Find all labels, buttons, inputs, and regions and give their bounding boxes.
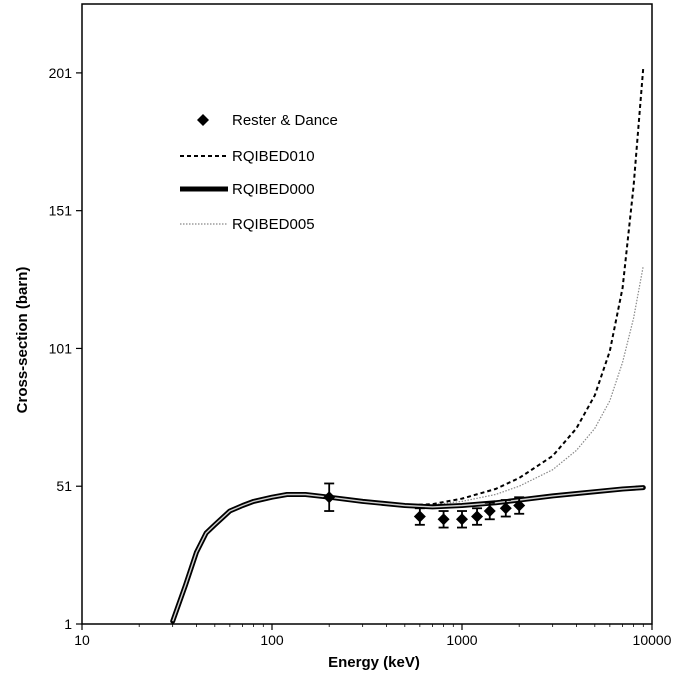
legend-item-rqibed000: RQIBED000 (180, 181, 315, 198)
series-line-rqibed010 (404, 67, 645, 507)
y-tick-label: 151 (49, 203, 73, 219)
data-point-rester-dance (499, 502, 512, 515)
measurement-layer (323, 482, 526, 529)
series-layer (170, 67, 646, 624)
legend-item-rester-dance: Rester & Dance (197, 112, 338, 129)
data-point-rester-dance (513, 499, 526, 512)
legend-label-rqibed010: RQIBED010 (232, 148, 315, 165)
legend-diamond-marker-icon (197, 114, 209, 126)
y-tick-label: 51 (56, 478, 72, 494)
data-point-rester-dance (413, 510, 426, 523)
x-tick-label: 100 (260, 632, 284, 648)
y-tick-label: 201 (49, 65, 73, 81)
x-tick-label: 10000 (633, 632, 672, 648)
legend-label-rqibed005: RQIBED005 (232, 216, 315, 233)
data-point-rester-dance (483, 505, 496, 518)
data-point-rester-dance (456, 513, 468, 526)
data-point-rester-dance (323, 491, 336, 504)
legend-item-rqibed010: RQIBED010 (180, 148, 315, 165)
x-axis-title: Energy (keV) (328, 654, 420, 671)
legend-item-rqibed005: RQIBED005 (180, 216, 315, 233)
series-line-rqibed000 (170, 485, 646, 624)
x-tick-label: 10 (74, 632, 90, 648)
data-point-rester-dance (437, 513, 450, 526)
plot-area-frame (81, 3, 653, 625)
series-line-rqibed005 (404, 265, 644, 507)
y-tick-label: 101 (49, 340, 73, 356)
x-tick-label: 1000 (446, 632, 477, 648)
legend-label-rqibed000: RQIBED000 (232, 181, 315, 198)
y-axis-title: Cross-section (barn) (14, 267, 31, 414)
legend-label-rester-dance: Rester & Dance (232, 112, 338, 129)
series-line-rqibed000-inner (172, 486, 644, 622)
y-tick-label: 1 (64, 616, 72, 632)
data-point-rester-dance (471, 510, 484, 523)
legend: Rester & Dance RQIBED010 RQIBED000 RQIBE… (180, 112, 338, 233)
